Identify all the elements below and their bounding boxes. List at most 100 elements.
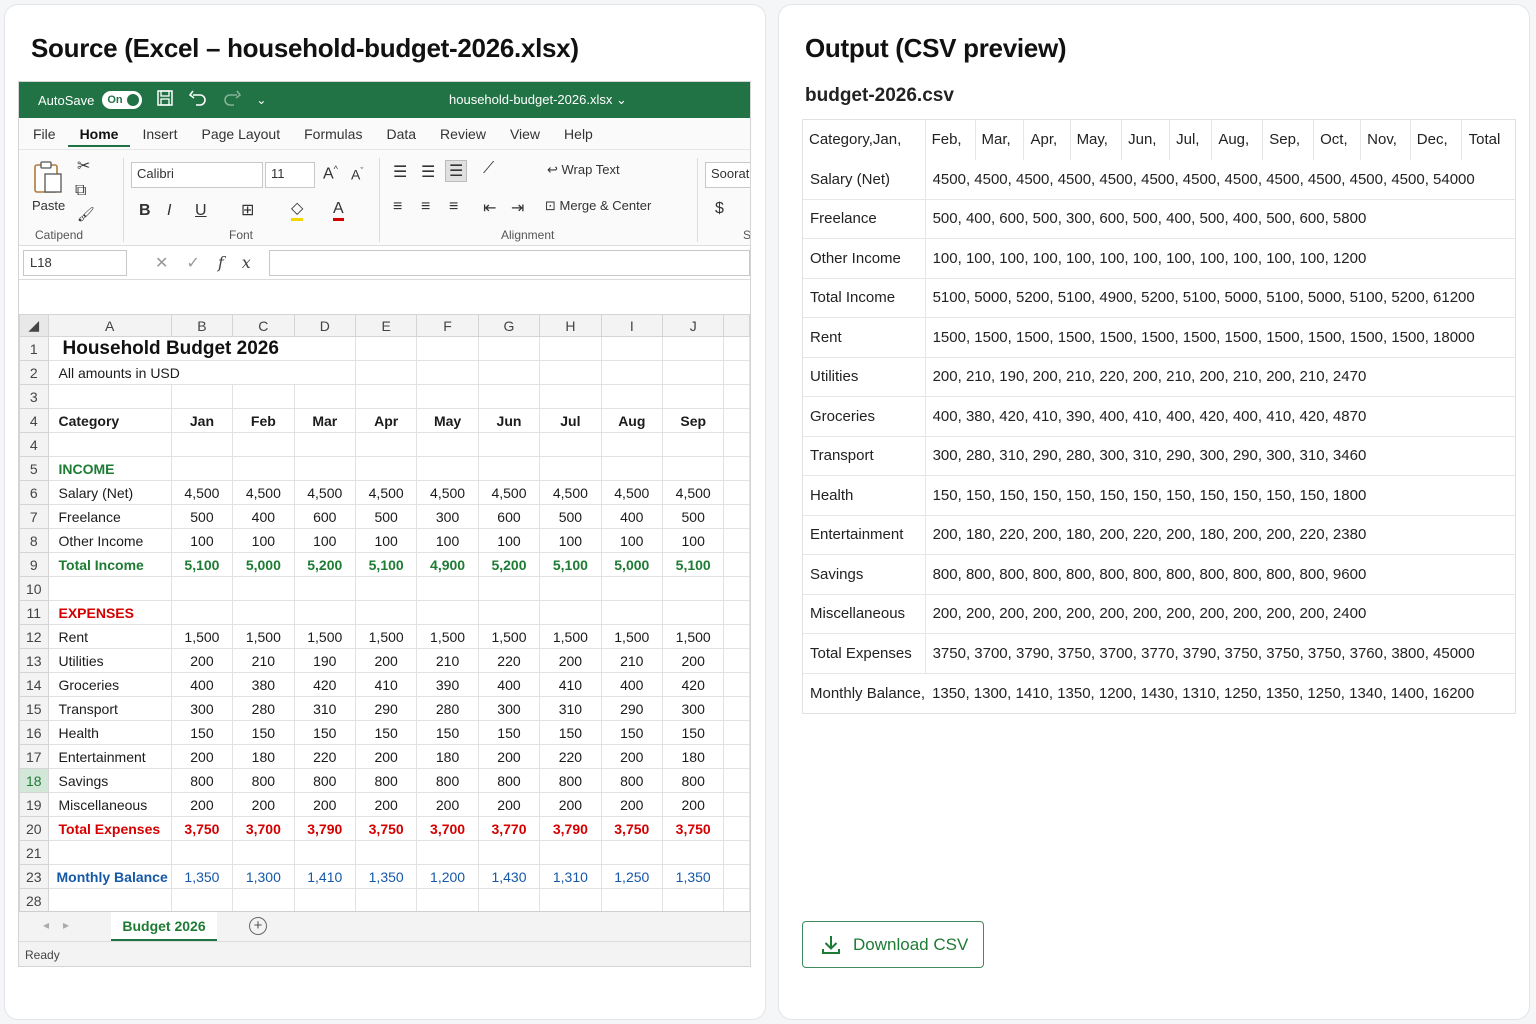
tab-view[interactable]: View	[509, 125, 541, 142]
value-cell[interactable]: 100	[416, 528, 479, 553]
header-cell[interactable]: Jul	[539, 408, 602, 433]
row-header[interactable]: 3	[19, 384, 49, 409]
italic-icon[interactable]: I	[167, 202, 172, 219]
value-cell[interactable]: 400	[600, 672, 664, 697]
underline-icon[interactable]: U	[195, 202, 207, 219]
customize-toolbar-icon[interactable]: ⌄	[256, 93, 267, 107]
row-header[interactable]: 21	[19, 840, 49, 865]
tab-home[interactable]: Home	[67, 121, 131, 147]
value-cell[interactable]: 200	[354, 744, 418, 769]
align-left-icon[interactable]: ≡	[393, 198, 403, 215]
value-cell[interactable]: 800	[170, 768, 234, 793]
align-middle-icon[interactable]: ☰	[421, 164, 436, 181]
value-cell[interactable]: 500	[539, 504, 602, 529]
value-cell[interactable]: 5,100	[661, 552, 725, 577]
value-cell[interactable]: 150	[661, 720, 725, 745]
value-cell[interactable]: 390	[416, 672, 479, 697]
income-section-label[interactable]: INCOME	[47, 456, 172, 481]
value-cell[interactable]: 300	[477, 696, 541, 721]
download-csv-button[interactable]: Download CSV	[802, 921, 984, 968]
font-name-select[interactable]: Calibri	[131, 162, 263, 188]
column-header[interactable]: J	[661, 314, 725, 337]
value-cell[interactable]: 600	[477, 504, 541, 529]
row-label-cell[interactable]: Salary (Net)	[47, 480, 172, 505]
value-cell[interactable]: 1,350	[354, 864, 418, 889]
tab-review[interactable]: Review	[440, 125, 486, 142]
column-header[interactable]: G	[477, 314, 541, 337]
value-cell[interactable]: 800	[661, 768, 725, 793]
row-label-cell[interactable]: Groceries	[47, 672, 172, 697]
row-header[interactable]: 23	[19, 864, 49, 889]
row-header[interactable]: 8	[19, 528, 49, 553]
value-cell[interactable]: 400	[170, 672, 234, 697]
value-cell[interactable]: 1,500	[170, 624, 234, 649]
value-cell[interactable]: 1,500	[477, 624, 541, 649]
value-cell[interactable]: 310	[539, 696, 602, 721]
row-header[interactable]: 10	[19, 576, 49, 601]
save-icon[interactable]	[156, 89, 174, 112]
value-cell[interactable]: 400	[600, 504, 664, 529]
row-header[interactable]: 6	[19, 480, 49, 505]
value-cell[interactable]: 1,250	[600, 864, 664, 889]
value-cell[interactable]: 150	[416, 720, 479, 745]
row-header[interactable]: 4	[19, 408, 49, 433]
value-cell[interactable]: 800	[232, 768, 295, 793]
value-cell[interactable]: 100	[539, 528, 602, 553]
header-cell[interactable]: Sep	[661, 408, 725, 433]
sheet-cell[interactable]	[723, 552, 750, 577]
increase-font-icon[interactable]: A^	[323, 164, 338, 183]
row-label-cell[interactable]: Total Expenses	[47, 816, 172, 841]
value-cell[interactable]: 200	[600, 744, 664, 769]
value-cell[interactable]: 3,790	[539, 816, 602, 841]
value-cell[interactable]: 3,700	[416, 816, 479, 841]
value-cell[interactable]: 200	[539, 792, 602, 817]
sheet-cell[interactable]	[723, 408, 750, 433]
row-header[interactable]: 19	[19, 792, 49, 817]
value-cell[interactable]: 4,500	[170, 480, 234, 505]
value-cell[interactable]: 300	[661, 696, 725, 721]
value-cell[interactable]: 3,790	[293, 816, 356, 841]
value-cell[interactable]: 200	[600, 792, 664, 817]
value-cell[interactable]: 150	[539, 720, 602, 745]
row-header[interactable]: 18	[19, 768, 49, 793]
value-cell[interactable]: 220	[477, 648, 541, 673]
undo-icon[interactable]	[188, 89, 208, 112]
increase-indent-icon[interactable]: ⇥	[511, 200, 525, 217]
value-cell[interactable]: 200	[477, 744, 541, 769]
expenses-section-label[interactable]: EXPENSES	[47, 600, 172, 625]
sheet-cell[interactable]	[723, 864, 750, 889]
sheet-cell[interactable]	[723, 528, 750, 553]
value-cell[interactable]: 5,000	[600, 552, 664, 577]
subtitle-cell[interactable]: All amounts in USD	[47, 360, 356, 385]
row-header[interactable]: 9	[19, 552, 49, 577]
value-cell[interactable]: 380	[232, 672, 295, 697]
column-header[interactable]: F	[416, 314, 479, 337]
value-cell[interactable]: 5,200	[293, 552, 356, 577]
value-cell[interactable]: 3,750	[600, 816, 664, 841]
value-cell[interactable]: 300	[416, 504, 479, 529]
value-cell[interactable]: 300	[170, 696, 234, 721]
currency-icon[interactable]: $	[715, 200, 724, 217]
paste-label[interactable]: Paste	[32, 198, 66, 213]
value-cell[interactable]: 400	[477, 672, 541, 697]
value-cell[interactable]: 600	[293, 504, 356, 529]
value-cell[interactable]: 4,500	[661, 480, 725, 505]
value-cell[interactable]: 1,350	[661, 864, 725, 889]
row-label-cell[interactable]: Rent	[47, 624, 172, 649]
value-cell[interactable]: 1,430	[477, 864, 541, 889]
value-cell[interactable]: 800	[293, 768, 356, 793]
value-cell[interactable]: 100	[293, 528, 356, 553]
row-header[interactable]: 1	[19, 336, 49, 361]
value-cell[interactable]: 150	[354, 720, 418, 745]
select-all-corner[interactable]: ◢	[19, 314, 49, 337]
row-label-cell[interactable]: Savings	[47, 768, 172, 793]
row-label-cell[interactable]: Utilities	[47, 648, 172, 673]
value-cell[interactable]: 150	[477, 720, 541, 745]
tab-file[interactable]: File	[33, 125, 56, 142]
sheet-cell[interactable]	[723, 672, 750, 697]
value-cell[interactable]: 100	[170, 528, 234, 553]
row-header[interactable]: 5	[19, 456, 49, 481]
align-top-icon[interactable]: ☰	[393, 164, 408, 181]
paste-icon[interactable]	[33, 160, 63, 199]
value-cell[interactable]: 4,500	[293, 480, 356, 505]
